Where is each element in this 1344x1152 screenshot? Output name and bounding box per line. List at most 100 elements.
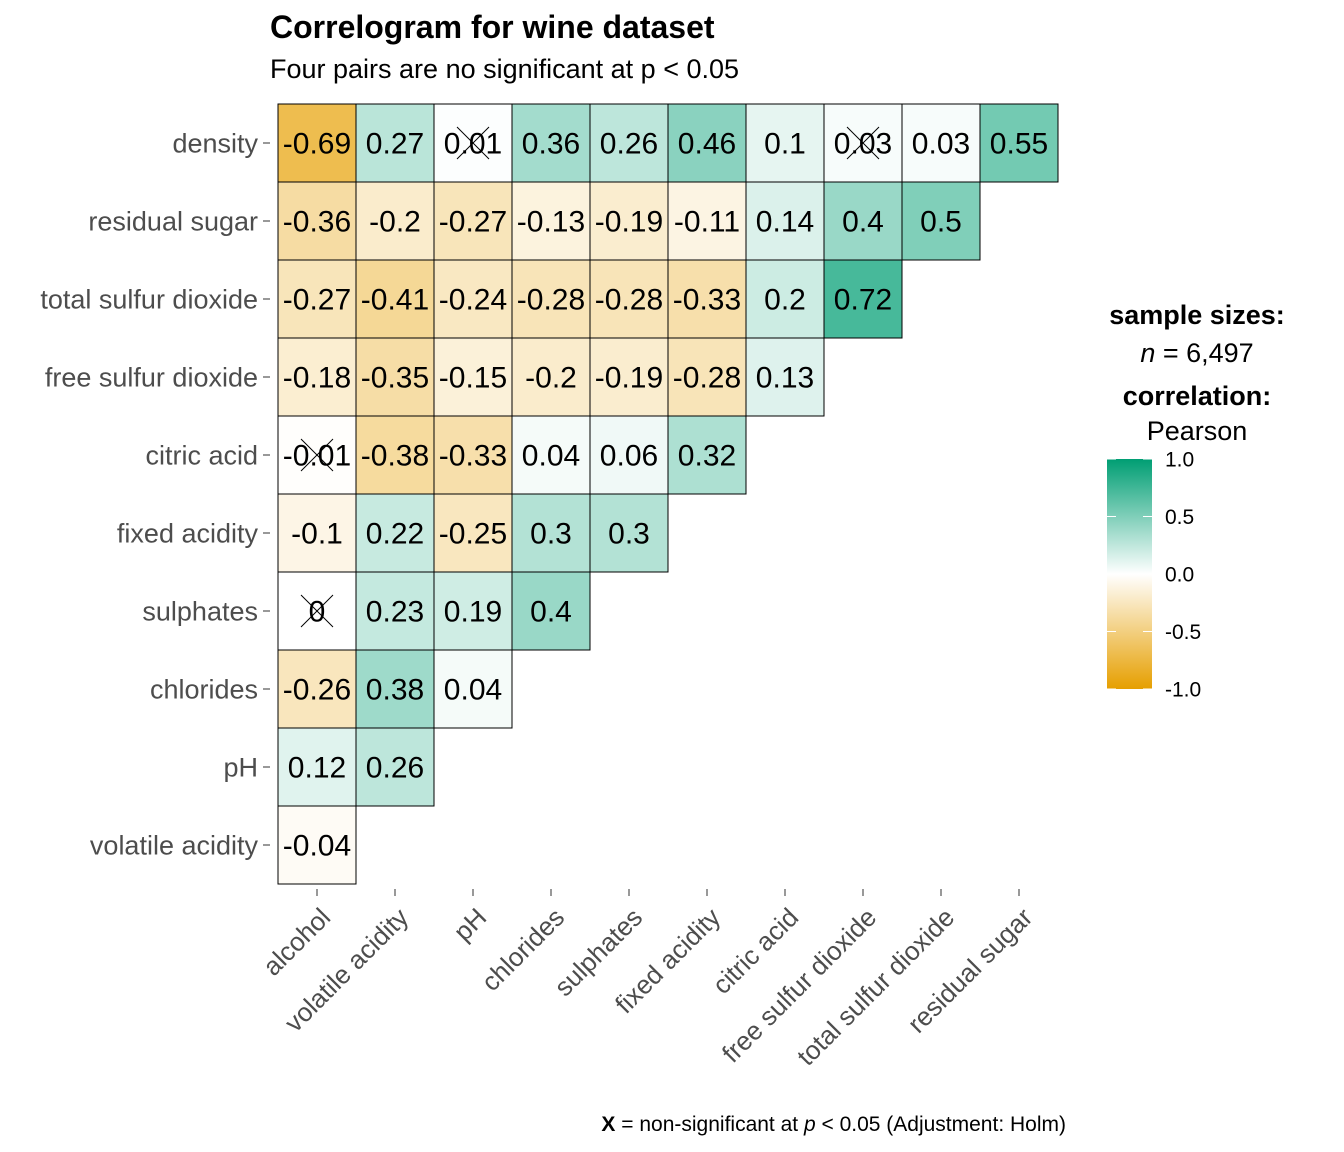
heatmap-cell: 0.5 — [901, 181, 981, 261]
caption-p-symbol: p — [803, 1113, 816, 1136]
cell-fill — [277, 181, 357, 261]
cell-value: 0.36 — [522, 128, 580, 161]
cell-value: -0.28 — [673, 362, 741, 395]
cell-fill — [511, 181, 591, 261]
legend-correlation-method: Pearson — [1147, 416, 1248, 446]
cell-fill — [667, 415, 747, 495]
x-axis-label: pH — [448, 902, 493, 947]
cell-fill — [589, 259, 669, 339]
cell-value: 0 — [309, 596, 326, 629]
heatmap-cell: 0.32 — [667, 415, 747, 495]
cell-fill — [823, 259, 903, 339]
cell-fill — [433, 649, 513, 729]
cell-fill — [589, 337, 669, 417]
cell-value: -0.01 — [283, 440, 351, 473]
cell-fill — [355, 103, 435, 183]
cell-value: -0.35 — [361, 362, 429, 395]
cell-value: 0.01 — [444, 128, 502, 161]
cell-value: 0.72 — [834, 284, 892, 317]
cell-value: 0.04 — [444, 674, 502, 707]
heatmap-cell: -0.28 — [667, 337, 747, 417]
y-axis-label: sulphates — [142, 597, 258, 627]
cell-value: -0.04 — [283, 830, 351, 863]
cell-value: 0.3 — [530, 518, 572, 551]
cell-fill — [277, 259, 357, 339]
heatmap-cell: 0.13 — [745, 337, 825, 417]
sample-size-value: = 6,497 — [1155, 338, 1253, 368]
cell-value: -0.27 — [283, 284, 351, 317]
cell-value: 0.13 — [756, 362, 814, 395]
cell-value: -0.33 — [439, 440, 507, 473]
color-bar-tick-label: -1.0 — [1165, 679, 1201, 702]
caption-text-a: = non-significant at — [615, 1113, 804, 1136]
color-bar-tick-label: 0.5 — [1165, 506, 1194, 529]
heatmap-cell: 0.26 — [355, 727, 435, 807]
cell-value: 0.32 — [678, 440, 736, 473]
y-axis-label: density — [172, 129, 258, 159]
cell-value: -0.27 — [439, 206, 507, 239]
legend: sample sizes: n = 6,497 correlation: Pea… — [1107, 300, 1285, 702]
cell-value: 0.38 — [366, 674, 424, 707]
cell-value: 0.3 — [608, 518, 650, 551]
y-axis-label: citric acid — [145, 441, 258, 471]
non-significant-cross-icon — [300, 438, 334, 472]
cell-value: -0.36 — [283, 206, 351, 239]
caption-mark: X — [601, 1113, 615, 1136]
cell-fill — [745, 103, 825, 183]
cell-value: 0.22 — [366, 518, 424, 551]
heatmap-cell: -0.27 — [433, 181, 513, 261]
cell-fill — [433, 493, 513, 573]
heatmap-cell: 0.04 — [511, 415, 591, 495]
heatmap-cell: 0.03 — [901, 103, 981, 183]
heatmap-cell: -0.41 — [355, 259, 435, 339]
heatmap-cell: -0.36 — [277, 181, 357, 261]
legend-sample-size: n = 6,497 — [1140, 338, 1253, 368]
heatmap-cell: -0.28 — [589, 259, 669, 339]
cell-value: -0.69 — [283, 128, 351, 161]
cell-value: 0.4 — [842, 206, 884, 239]
cell-value: 0.03 — [912, 128, 970, 161]
y-axis: density residual sugar total sulfur dioxid… — [40, 129, 270, 861]
heatmap-cell: 0.01 — [433, 103, 513, 183]
y-axis-label: fixed acidity — [117, 519, 259, 549]
cross-stroke — [456, 126, 490, 160]
non-significant-cross-icon — [300, 594, 334, 628]
heatmap-cell: -0.27 — [277, 259, 357, 339]
cell-fill — [355, 571, 435, 651]
heatmap-cell: 0.55 — [979, 103, 1059, 183]
y-axis-label: volatile acidity — [90, 831, 259, 861]
heatmap-cell: 0.38 — [355, 649, 435, 729]
cell-value: 0.03 — [834, 128, 892, 161]
heatmap-cell: 0.19 — [433, 571, 513, 651]
cell-fill — [433, 571, 513, 651]
cell-fill — [511, 337, 591, 417]
cell-value: -0.19 — [595, 362, 663, 395]
cell-value: 0.27 — [366, 128, 424, 161]
cell-value: 0.2 — [764, 284, 806, 317]
cell-fill — [901, 103, 981, 183]
heatmap-cell: 0.23 — [355, 571, 435, 651]
heatmap-cell: 0.14 — [745, 181, 825, 261]
cell-value: -0.28 — [595, 284, 663, 317]
color-bar-tick-label: -0.5 — [1165, 621, 1201, 644]
color-bar: 1.0 0.5 0.0 -0.5 -1.0 — [1107, 449, 1201, 702]
color-bar-tick-label: 1.0 — [1165, 449, 1194, 472]
cell-value: 0.19 — [444, 596, 502, 629]
heatmap-cell: 0.04 — [433, 649, 513, 729]
cross-stroke — [300, 438, 334, 472]
cell-fill — [823, 181, 903, 261]
heatmap-cell: 0.4 — [823, 181, 903, 261]
heatmap-cell: 0.3 — [589, 493, 669, 573]
heatmap-cell: -0.2 — [355, 181, 435, 261]
cell-value: -0.18 — [283, 362, 351, 395]
cell-value: 0.5 — [920, 206, 962, 239]
heatmap-cell: 0.27 — [355, 103, 435, 183]
cell-fill — [433, 259, 513, 339]
y-axis-label: free sulfur dioxide — [45, 363, 258, 393]
heatmap-cell: -0.1 — [277, 493, 357, 573]
cell-value: -0.28 — [517, 284, 585, 317]
cell-value: 0.1 — [764, 128, 806, 161]
cell-fill — [589, 493, 669, 573]
